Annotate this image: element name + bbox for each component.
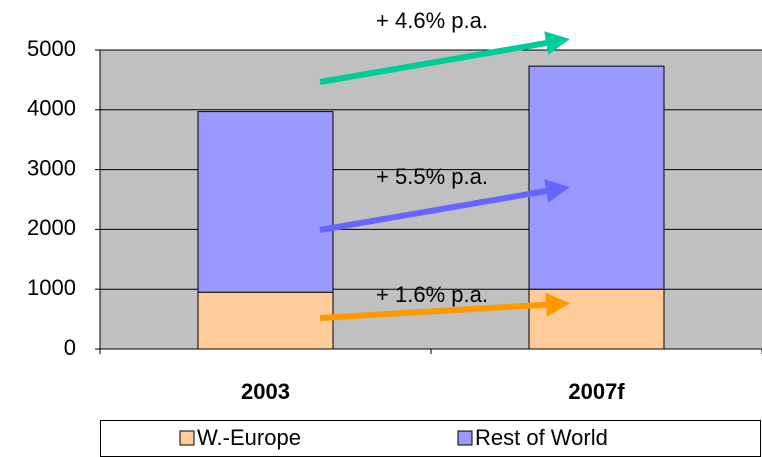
annotation: + 1.6% p.a.	[376, 282, 488, 307]
y-tick-label: 1000	[27, 275, 76, 300]
x-tick-label: 2007f	[568, 379, 625, 404]
y-tick-label: 4000	[27, 96, 76, 121]
legend-swatch	[179, 430, 195, 446]
annotation-arrow	[319, 179, 570, 233]
annotation: + 4.6% p.a.	[376, 8, 488, 33]
legend-label: Rest of World	[475, 425, 608, 450]
x-tick-label: 2003	[241, 379, 290, 404]
legend-label: W.-Europe	[197, 425, 301, 450]
bar-segment	[197, 291, 334, 350]
y-tick-label: 5000	[27, 36, 76, 61]
annotation-arrow	[319, 292, 570, 321]
annotation-arrow	[319, 31, 570, 85]
legend-swatch	[457, 430, 473, 446]
bar-segment	[528, 65, 665, 290]
bar-segment	[528, 288, 665, 350]
legend-box	[100, 420, 761, 457]
y-tick-label: 2000	[27, 215, 76, 240]
y-tick-label: 0	[64, 335, 76, 360]
bar-segment	[197, 111, 334, 293]
y-tick-label: 3000	[27, 155, 76, 180]
annotation: + 5.5% p.a.	[376, 164, 488, 189]
